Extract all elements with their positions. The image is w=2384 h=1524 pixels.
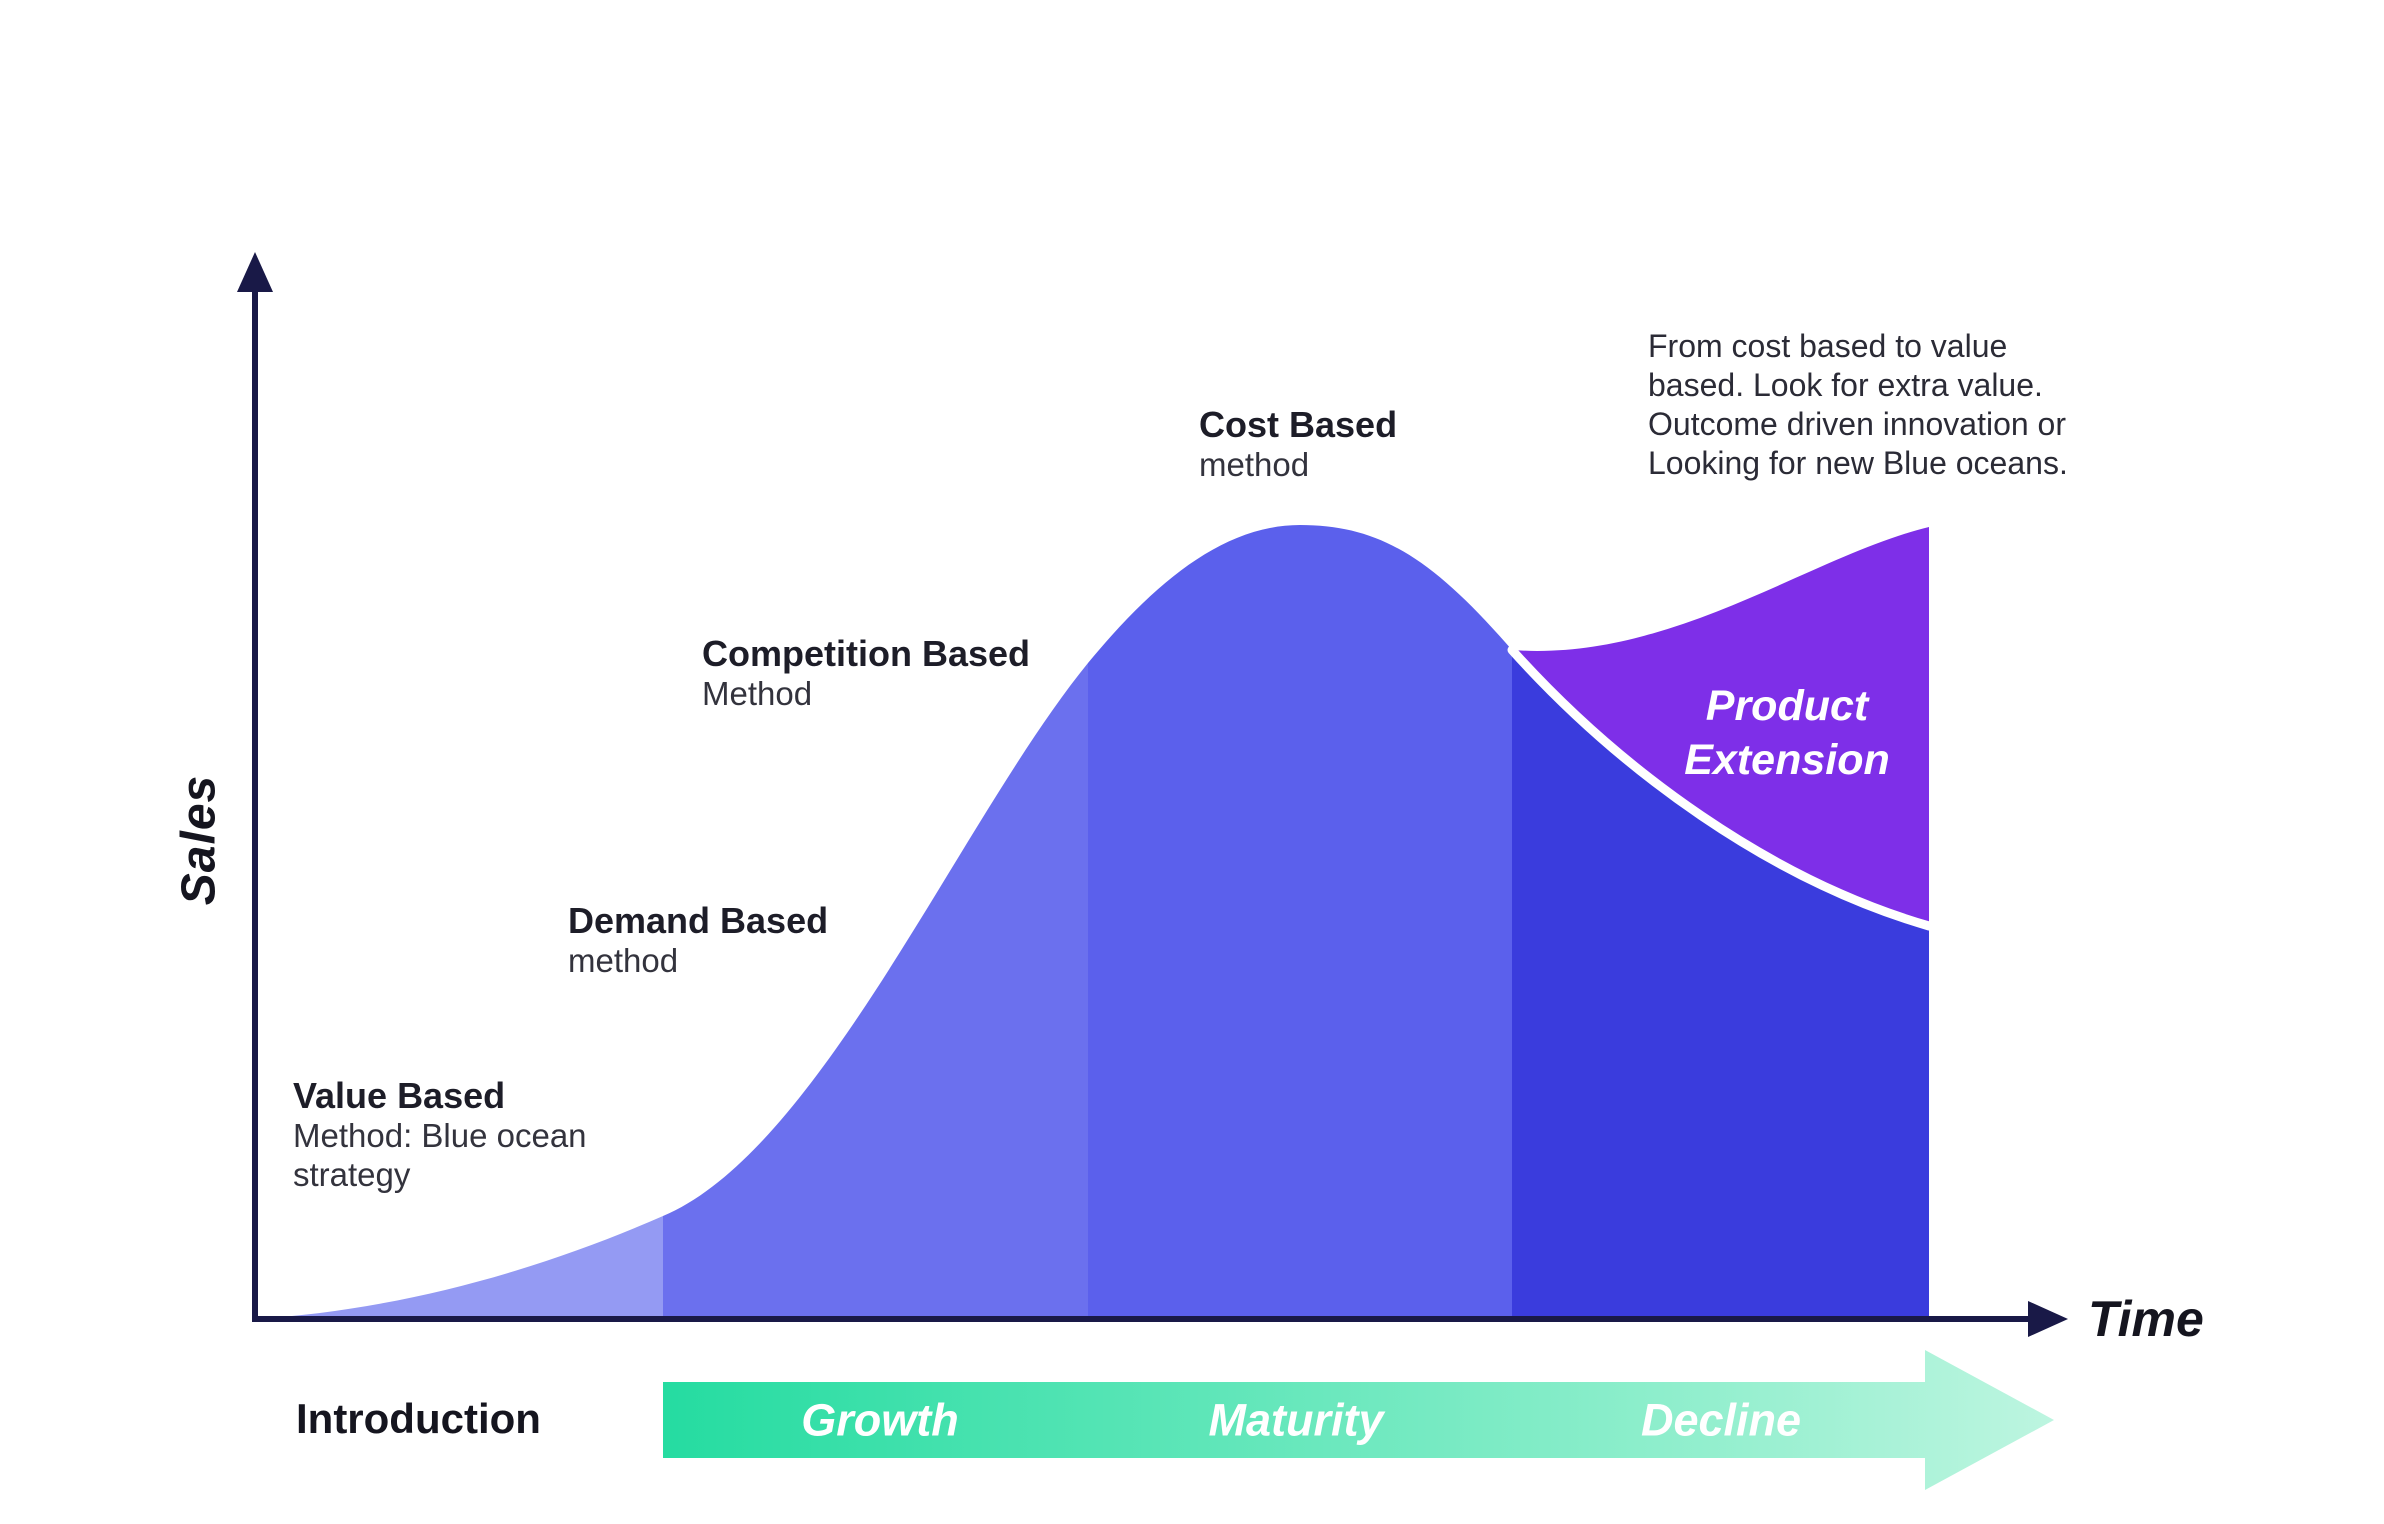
product-extension-line1: Product (1705, 682, 1869, 730)
product-extension-area (1512, 527, 1929, 926)
phase-area-maturity (1088, 525, 1512, 1319)
competition-based-subtitle: Method (702, 675, 813, 713)
strategy-note-line1: From cost based to value (1648, 328, 2008, 364)
extension-separator-line (1507, 645, 1934, 931)
phase-label-growth: Growth (801, 1394, 959, 1446)
demand-based-title: Demand Based (568, 900, 829, 941)
y-axis-arrowhead-icon (237, 252, 273, 292)
phase-area-growth (663, 525, 1088, 1319)
value-based-label: Value Based Method: Blue ocean strategy (293, 1075, 587, 1195)
x-axis-label: Time (2088, 1291, 2204, 1347)
strategy-note-line3: Outcome driven innovation or (1648, 406, 2066, 443)
phase-label-introduction: Introduction (296, 1395, 541, 1442)
y-axis-label: Sales (172, 774, 226, 906)
x-axis-arrowhead-icon (2028, 1301, 2068, 1337)
value-based-line1: Method: Blue ocean (293, 1117, 587, 1155)
product-extension-label: Product Extension (1587, 680, 1987, 788)
cost-based-title: Cost Based (1199, 404, 1398, 445)
competition-based-label: Competition Based Method (702, 633, 1030, 714)
value-based-title: Value Based (293, 1075, 506, 1116)
phase-label-maturity: Maturity (1208, 1394, 1384, 1446)
phase-timeline-arrow (663, 1350, 2054, 1490)
product-extension-line2: Extension (1684, 735, 1890, 784)
competition-based-title: Competition Based (702, 633, 1031, 674)
strategy-note: From cost based to value based. Look for… (1648, 327, 2068, 483)
demand-based-label: Demand Based method (568, 900, 828, 981)
cost-based-subtitle: method (1199, 446, 1310, 484)
strategy-note-line4: Looking for new Blue oceans. (1648, 445, 2068, 482)
strategy-note-line2: based. Look for extra value. (1648, 367, 2043, 404)
phase-area-introduction (255, 525, 663, 1319)
cost-based-label: Cost Based method (1199, 404, 1397, 485)
demand-based-subtitle: method (568, 942, 679, 980)
value-based-line2: strategy (293, 1156, 411, 1194)
phase-label-decline: Decline (1640, 1394, 1802, 1446)
